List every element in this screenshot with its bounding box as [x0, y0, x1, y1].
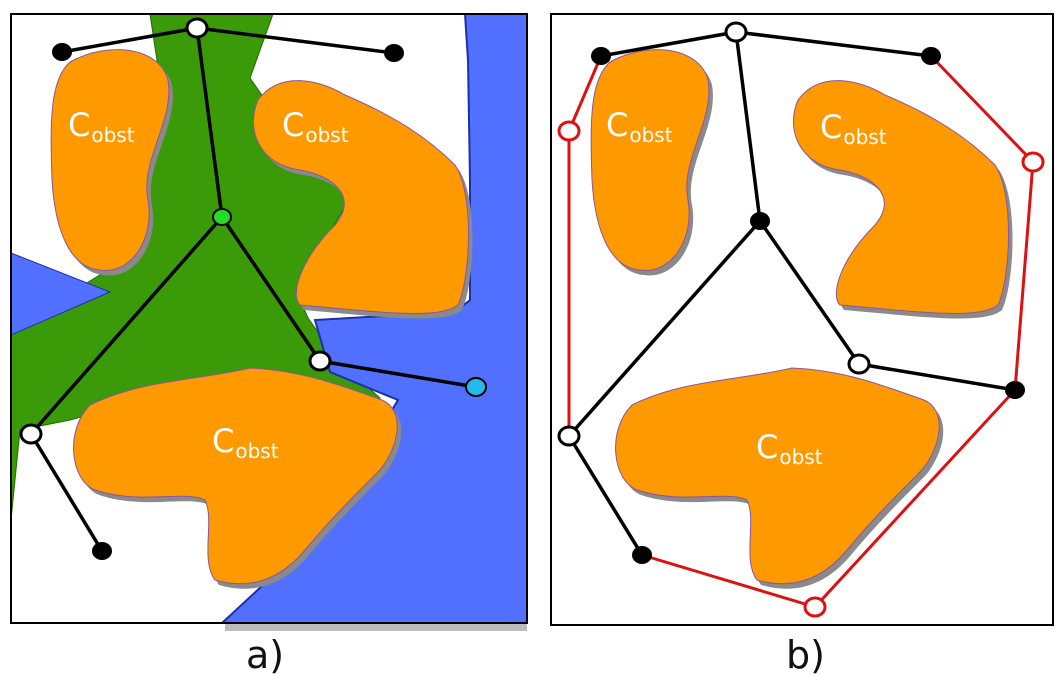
- edge: [196, 26, 395, 55]
- edge: [220, 216, 322, 362]
- obstacle-label-sub: obst: [91, 123, 134, 147]
- obstacle-a2: Cobst: [253, 80, 473, 319]
- edge: [29, 215, 224, 436]
- goal-node: [465, 377, 487, 397]
- obstacle-b3: Cobst: [615, 367, 944, 589]
- edge: [735, 30, 932, 58]
- filled-node: [591, 47, 611, 65]
- obstacle-a3: Cobst: [73, 367, 402, 589]
- boundary-node: [1021, 151, 1045, 173]
- hollow-node: [308, 350, 332, 372]
- blue-region-left: [11, 252, 112, 336]
- svg-text:Cobst: Cobst: [212, 422, 279, 463]
- panel-a-frame: [10, 13, 528, 624]
- edge: [61, 26, 198, 54]
- edge: [734, 31, 762, 222]
- panel-a: Cobst Cobst Cobst: [10, 13, 528, 675]
- hollow-node: [185, 17, 209, 39]
- filled-node: [750, 212, 770, 230]
- panel-b: Cobst Cobst Cobst: [550, 13, 1054, 675]
- obstacle-b1: Cobst: [590, 49, 713, 276]
- svg-text:Cobst: Cobst: [820, 108, 887, 149]
- panel-b-caption: b): [786, 633, 825, 675]
- tree-edges-b: [567, 30, 1016, 556]
- svg-text:Cobst: Cobst: [282, 106, 349, 147]
- leaf-node: [92, 542, 112, 560]
- nodes-a: [19, 17, 487, 560]
- obstacle-b2: Cobst: [793, 80, 1013, 319]
- svg-text:Cobst: Cobst: [68, 106, 135, 147]
- svg-text:Cobst: Cobst: [756, 428, 823, 469]
- edge: [567, 435, 644, 556]
- hollow-node: [847, 353, 871, 375]
- boundary-edge: [813, 388, 1017, 609]
- boundary-edge: [929, 54, 1035, 164]
- filled-node: [1005, 381, 1025, 399]
- hollow-node: [724, 21, 748, 43]
- edge: [858, 362, 1016, 392]
- boundary-node: [557, 120, 581, 142]
- leaf-node: [52, 43, 72, 61]
- edge: [319, 359, 477, 389]
- tree-edges-a: [29, 26, 477, 552]
- boundary-edges-b: [567, 54, 1035, 609]
- obstacle-a1: Cobst: [50, 49, 173, 276]
- hollow-node: [19, 423, 43, 445]
- panel-a-caption: a): [246, 633, 284, 675]
- edge: [195, 27, 224, 218]
- boundary-edge: [1013, 161, 1035, 391]
- nodes-b: [557, 21, 1045, 618]
- edge: [29, 433, 104, 552]
- obstacle-label-c: C: [68, 106, 90, 144]
- edge: [567, 219, 762, 438]
- svg-text:Cobst: Cobst: [606, 106, 673, 147]
- edge: [600, 30, 737, 58]
- hollow-node: [557, 425, 581, 447]
- filled-node: [632, 546, 652, 564]
- edge: [758, 220, 861, 365]
- boundary-edge: [641, 553, 816, 609]
- boundary-edge: [567, 55, 603, 132]
- root-node: [212, 208, 232, 226]
- boundary-node: [803, 596, 827, 618]
- leaf-node: [384, 44, 404, 62]
- panel-b-frame: [550, 13, 1054, 626]
- filled-node: [921, 47, 941, 65]
- panel-a-shadow: [225, 623, 527, 631]
